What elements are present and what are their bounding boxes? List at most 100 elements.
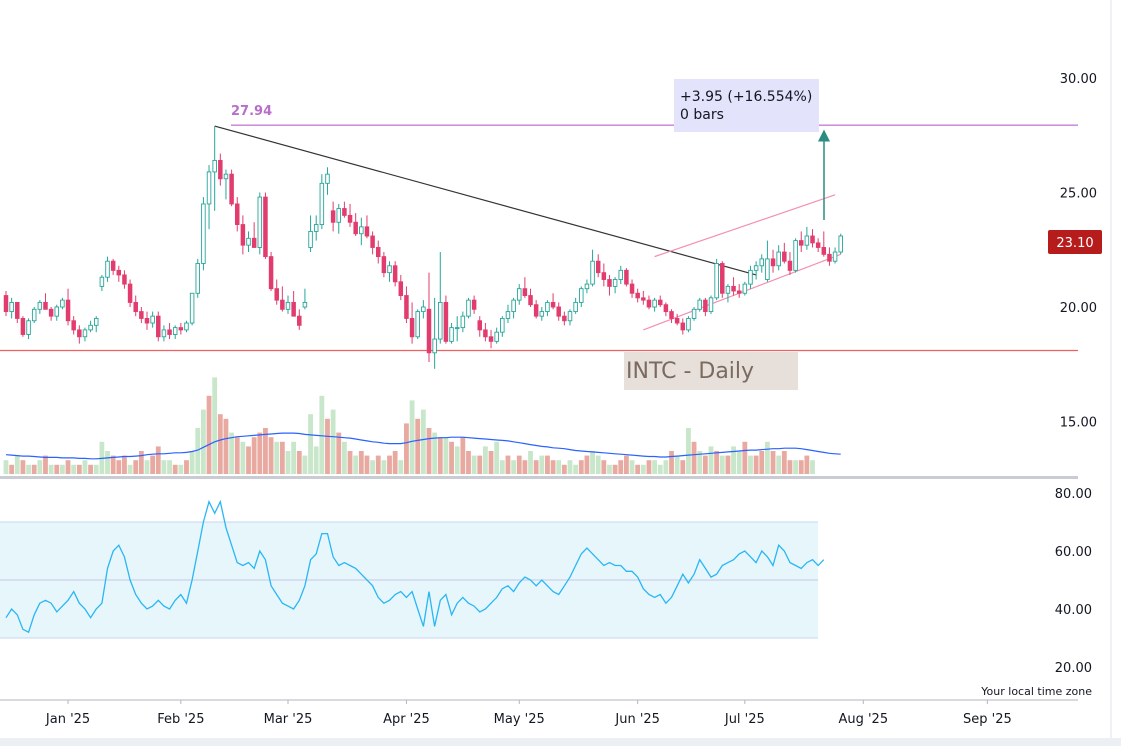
measure-tool[interactable]: +3.95 (+16.554%) 0 bars [674,79,830,220]
volume-bar [714,451,720,474]
time-axis[interactable]: Jan '25 Feb '25 Mar '25 Apr '25 May '25 Jun '… [45,700,1012,727]
volume-bar [122,455,127,474]
candle-body [206,171,212,205]
volume-bar [60,464,65,474]
volume-bar [770,451,776,474]
candle-body [99,276,105,287]
candle-body [48,308,54,317]
candle-body [364,226,370,237]
candle-body [584,283,590,290]
volume-bar [719,455,725,474]
volume-bar [201,409,206,474]
volume-bar [26,464,31,474]
volume-bar [607,464,612,474]
candle-body [776,251,781,267]
candle-body [223,173,229,180]
volume-bar [409,400,415,474]
measure-arrow-head [818,129,830,142]
volume-bar [640,464,646,474]
candle-body [240,224,246,246]
candle-body [313,224,319,232]
candle-body [82,329,88,338]
volume-bar [708,446,714,474]
volume-bar [279,441,285,474]
candle-body [782,251,787,262]
candle-body [88,324,93,331]
candle-body [105,260,110,278]
volume-bar [753,455,759,474]
candle-body [110,260,116,271]
price-axis[interactable]: 30.00 25.00 20.00 15.00 [1060,72,1097,431]
volume-bar [291,441,297,474]
candle-body [624,269,629,285]
candle-body [122,274,127,285]
candle-body [353,221,358,235]
candle-body [201,203,206,264]
last-price-tag: 23.10 [1048,230,1102,254]
candle-body [533,304,539,317]
candle-body [838,235,843,253]
candle-body [567,311,573,322]
volume-bar [347,451,353,474]
volume-bar [263,428,268,474]
candle-body [285,301,291,310]
candle-body [635,292,640,299]
volume-bar [155,446,161,474]
volume-bar [325,418,330,474]
volume-bar [240,441,246,474]
candle-body [686,318,691,331]
volume-bar [251,437,257,474]
candle-body [415,311,420,338]
volume-bar [804,455,810,474]
volume-bar [477,455,483,474]
volume-bar [14,455,20,474]
channel-lower-line[interactable] [643,253,841,331]
volume-bar [285,451,291,474]
volume-bar [765,441,770,474]
candle-body [522,288,528,296]
candle-body [720,263,725,294]
volume-bar [511,460,516,474]
volume-bar [76,464,82,474]
volume-bar [195,428,201,474]
candle-body [291,301,296,317]
volume-bar [110,455,116,474]
volume-bar [257,432,263,474]
volume-bar [454,446,460,474]
candle-body [669,311,674,319]
volume-bar [635,464,641,474]
volume-bar [781,451,787,474]
candle-body [471,299,477,310]
pane-separator[interactable] [0,476,1078,479]
channel-upper-line[interactable] [654,194,836,258]
volume-bar [466,451,471,474]
volume-bar [432,432,438,474]
candle-body [500,318,505,333]
candle-body [612,279,618,287]
price-tick-label: 15.00 [1060,416,1097,431]
candle-body [297,315,302,326]
volume-bar [302,455,308,474]
volume-bar [505,455,511,474]
candle-body [274,288,279,301]
volume-bar [364,455,370,474]
timezone-label[interactable]: Your local time zone [980,685,1092,698]
candle-body [263,196,268,258]
candle-body [60,299,65,308]
volume-bar [471,455,477,474]
candle-body [268,256,274,290]
rsi-axis[interactable]: 80.00 60.00 40.00 20.00 [1055,487,1092,676]
volume-bar [725,455,731,474]
price-tick-label: 30.00 [1060,72,1097,87]
volume-bar [584,455,590,474]
time-tick-label: May '25 [494,712,545,727]
candle-body [387,265,392,274]
downtrend-line[interactable] [214,125,757,276]
volume-bar [499,460,505,474]
candle-body [804,235,810,246]
volume-bar [336,432,342,474]
volume-bar [274,441,280,474]
time-tick-label: Aug '25 [838,712,888,727]
volume-bar [590,451,595,474]
